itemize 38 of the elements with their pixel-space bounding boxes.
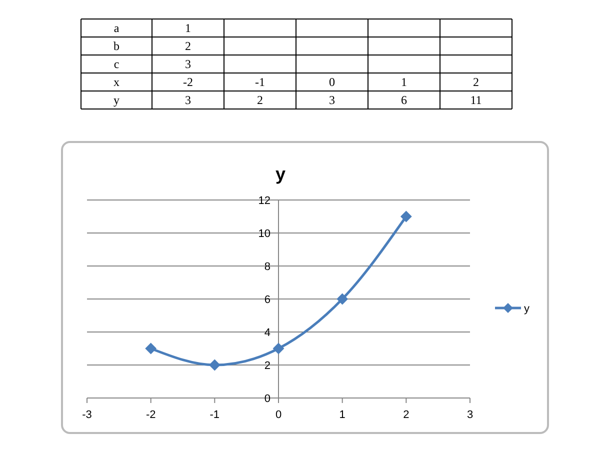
text: a — [114, 21, 120, 35]
x-tick-label: 3 — [466, 409, 474, 421]
x-tick-label: 2 — [403, 409, 410, 421]
x-tick-label: -2 — [146, 409, 156, 421]
text: y — [114, 93, 120, 107]
text: 3 — [185, 93, 191, 107]
y-tick-label: 8 — [264, 261, 270, 273]
point — [273, 343, 284, 354]
y-tick-label: 12 — [258, 195, 270, 207]
text: -2 — [183, 75, 193, 89]
point — [400, 211, 412, 222]
text: 3 — [185, 57, 191, 71]
text: 2 — [185, 39, 191, 53]
legend-label: y — [524, 303, 530, 315]
point — [336, 294, 348, 304]
text: 0 — [329, 75, 335, 89]
y-tick-label: 6 — [264, 294, 270, 306]
text: 6 — [401, 93, 407, 107]
y-tick-label: 2 — [264, 360, 270, 372]
x-tick-label: -1 — [210, 409, 220, 421]
text: b — [114, 39, 120, 53]
x-tick-label: 1 — [339, 409, 346, 421]
x-tick-label: -3 — [82, 409, 92, 421]
text: 11 — [470, 93, 482, 107]
text: c — [114, 57, 120, 71]
text: 1 — [401, 75, 407, 89]
y-tick-label: 0 — [264, 393, 270, 405]
x-tick-label: 0 — [275, 409, 282, 421]
text: 2 — [473, 75, 479, 89]
text: 3 — [329, 93, 335, 107]
text: -1 — [255, 75, 265, 89]
y-tick-label: 4 — [264, 327, 270, 339]
chart-title: y — [275, 164, 286, 184]
y-tick-label: 10 — [258, 228, 270, 240]
text: 1 — [185, 21, 191, 35]
point — [145, 343, 156, 354]
text: x — [114, 75, 120, 89]
point — [209, 360, 220, 370]
